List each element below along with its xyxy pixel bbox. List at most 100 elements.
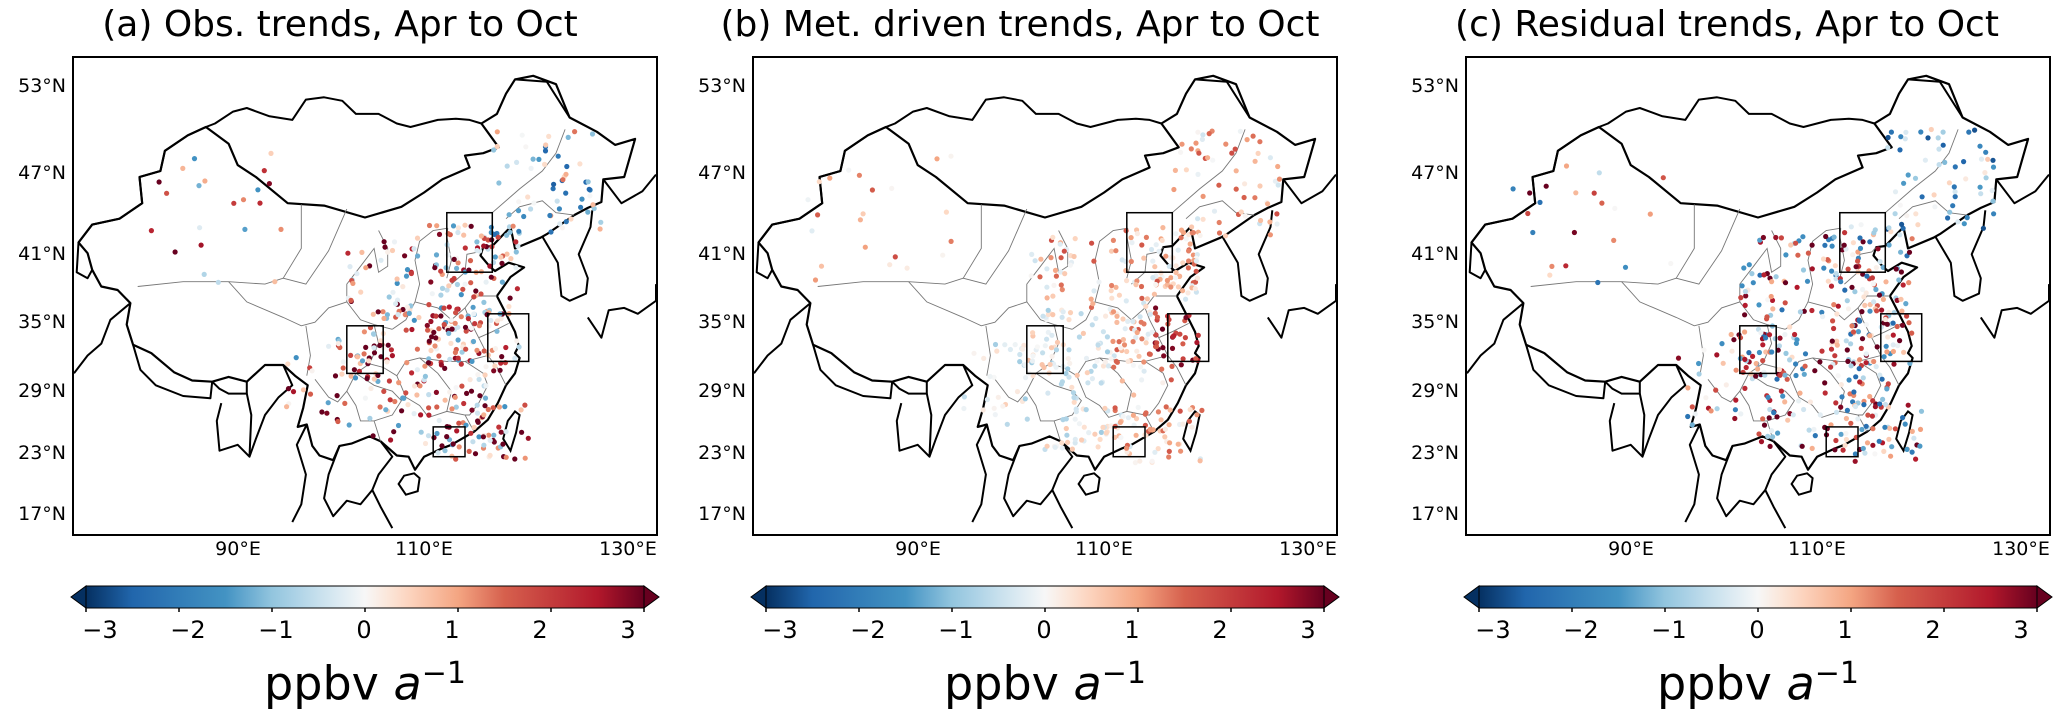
station-point — [432, 265, 438, 271]
station-point — [961, 394, 967, 400]
region-box — [1026, 325, 1064, 375]
station-point — [468, 388, 475, 394]
station-point — [1125, 318, 1131, 324]
unit-exp: −1 — [421, 656, 466, 691]
station-point — [1216, 230, 1223, 236]
station-point — [563, 219, 569, 225]
station-point — [1177, 408, 1183, 414]
station-point — [1092, 363, 1098, 369]
station-point — [391, 239, 398, 245]
station-point — [943, 209, 949, 215]
station-point — [1801, 308, 1807, 314]
station-point — [1091, 288, 1097, 294]
station-point — [1189, 224, 1195, 230]
station-point — [1860, 286, 1866, 293]
station-point — [1178, 362, 1184, 368]
station-point — [1216, 219, 1222, 226]
station-point — [1839, 394, 1845, 400]
station-point — [1014, 389, 1021, 395]
station-point — [504, 251, 510, 257]
lat-label: 17°N — [1411, 503, 1459, 525]
station-point — [1756, 431, 1762, 437]
station-point — [459, 383, 465, 389]
station-point — [809, 228, 815, 234]
station-point — [1897, 147, 1903, 153]
station-point — [1884, 386, 1890, 392]
station-point — [1753, 373, 1759, 379]
station-point — [1864, 273, 1870, 279]
lat-label: 41°N — [1411, 243, 1459, 265]
province-border — [478, 322, 509, 339]
station-point — [414, 346, 420, 352]
station-point — [1180, 288, 1186, 294]
station-point — [1785, 417, 1791, 423]
station-point — [377, 404, 383, 410]
station-point — [984, 396, 990, 403]
station-point — [992, 341, 999, 348]
station-point — [1180, 260, 1186, 266]
station-point — [1904, 313, 1910, 319]
colorbar-tick: 3 — [2013, 616, 2029, 644]
station-point — [1177, 331, 1183, 337]
colorbar-tick: −1 — [258, 616, 294, 644]
station-point — [409, 370, 415, 376]
station-point — [1187, 241, 1193, 247]
station-point — [1714, 352, 1720, 358]
station-point — [370, 433, 376, 439]
station-point — [1892, 211, 1898, 217]
colorbar-tick: 0 — [1036, 616, 1052, 644]
station-point — [995, 394, 1001, 400]
lat-label: 23°N — [1411, 442, 1459, 464]
station-point — [461, 232, 467, 238]
station-point — [1563, 263, 1569, 269]
station-point — [856, 172, 862, 178]
station-point — [1767, 406, 1773, 413]
station-point — [805, 197, 811, 203]
station-point — [510, 223, 516, 229]
station-point — [495, 234, 501, 240]
station-point — [1761, 422, 1768, 428]
station-point — [491, 147, 497, 153]
station-point — [342, 400, 348, 406]
station-point — [462, 324, 469, 330]
station-point — [1961, 221, 1967, 227]
region-box — [446, 211, 494, 273]
station-point — [1774, 376, 1780, 382]
station-point — [1870, 281, 1876, 287]
station-point — [358, 289, 364, 295]
station-point — [523, 144, 529, 150]
station-point — [1858, 345, 1864, 351]
province-border — [1707, 324, 1773, 403]
station-point — [476, 434, 482, 440]
station-point — [402, 253, 408, 259]
station-point — [1668, 260, 1674, 267]
region-box — [1126, 211, 1174, 273]
station-point — [1845, 358, 1851, 364]
lat-label: 29°N — [1411, 380, 1459, 402]
region-box — [487, 313, 530, 363]
country-border — [205, 96, 482, 128]
station-point — [290, 389, 297, 395]
station-point — [1906, 320, 1912, 326]
station-point — [525, 194, 531, 200]
station-point — [462, 281, 468, 287]
station-point — [1857, 235, 1863, 241]
station-point — [512, 355, 518, 361]
station-point — [1183, 236, 1189, 242]
station-point — [1732, 415, 1738, 422]
station-point — [350, 280, 356, 286]
station-point — [1104, 349, 1111, 355]
station-point — [1128, 235, 1134, 241]
station-point — [1832, 263, 1838, 269]
station-point — [1869, 275, 1875, 281]
station-point — [1124, 278, 1130, 284]
station-point — [514, 159, 520, 165]
station-point — [1849, 284, 1855, 290]
station-point — [889, 185, 895, 191]
station-point — [1038, 256, 1044, 262]
station-point — [462, 222, 468, 228]
station-point — [1961, 159, 1967, 165]
station-point — [1955, 219, 1961, 225]
station-point — [1738, 411, 1744, 417]
station-point — [1034, 344, 1040, 350]
